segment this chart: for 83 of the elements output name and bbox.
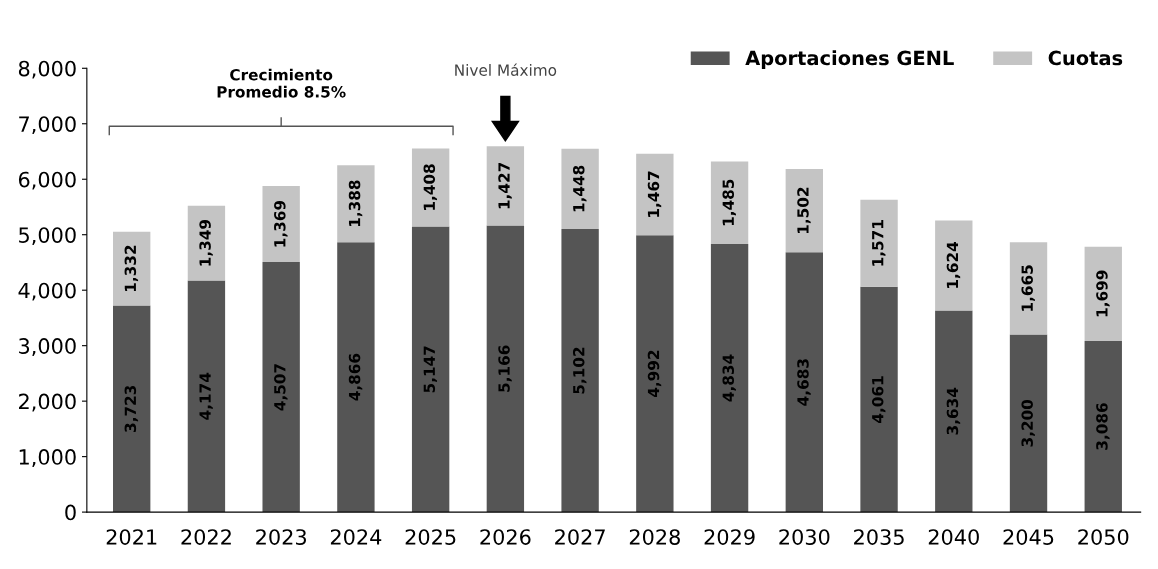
bar <box>935 220 973 311</box>
bar <box>1084 246 1122 341</box>
data-label: 1,571 <box>872 220 886 266</box>
bar <box>860 286 898 513</box>
bar <box>860 199 898 287</box>
data-label: 4,834 <box>722 354 736 402</box>
bar <box>113 231 151 306</box>
bar <box>113 305 151 513</box>
y-tick-label: 2,000 <box>19 393 76 412</box>
x-tick-label: 2024 <box>330 529 382 545</box>
data-label: 1,624 <box>946 241 961 288</box>
bar <box>636 235 674 513</box>
data-label: 1,388 <box>348 180 363 227</box>
y-tick-label: 7,000 <box>19 116 76 135</box>
data-label: 5,166 <box>498 345 512 392</box>
bar <box>935 310 973 513</box>
legend-label: Cuotas <box>1048 50 1123 66</box>
x-tick-label: 2027 <box>555 529 605 545</box>
y-tick-label: 5,000 <box>19 227 76 246</box>
data-label: 1,332 <box>124 245 139 292</box>
bar <box>486 225 525 513</box>
data-label: 1,408 <box>423 164 438 210</box>
data-label: 1,485 <box>722 179 736 226</box>
bar <box>486 146 525 226</box>
x-tick-label: 2035 <box>854 529 904 545</box>
bar <box>561 229 599 513</box>
x-tick-label: 2029 <box>704 529 755 545</box>
bar <box>411 226 450 513</box>
bar <box>1009 334 1048 513</box>
data-label: 4,174 <box>199 372 213 420</box>
data-label: 1,427 <box>498 162 512 209</box>
bar <box>337 165 375 243</box>
y-tick-label: 0 <box>65 504 76 521</box>
data-label: 5,147 <box>423 346 438 393</box>
x-tick-label: 2030 <box>779 529 830 545</box>
y-tick-label: 6,000 <box>18 171 76 190</box>
data-label: 4,992 <box>647 350 662 398</box>
data-label: 4,507 <box>274 364 288 411</box>
data-label: 1,369 <box>274 200 288 247</box>
data-label: 4,866 <box>348 353 363 401</box>
data-label: 3,723 <box>124 385 139 432</box>
data-label: 1,467 <box>647 171 662 217</box>
x-tick-label: 2028 <box>629 529 680 545</box>
x-tick-label: 2026 <box>480 529 531 545</box>
legend-label: Aportaciones GENL <box>745 50 954 70</box>
y-tick-label: 3,000 <box>19 338 76 356</box>
annotation: Crecimiento Promedio 8.5% <box>217 68 346 98</box>
bar <box>636 153 674 236</box>
data-label: 4,683 <box>797 359 811 406</box>
data-label: 3,200 <box>1021 399 1035 447</box>
data-label: 1,699 <box>1096 270 1110 317</box>
x-tick-label: 2022 <box>181 529 231 545</box>
data-label: 3,634 <box>946 387 961 435</box>
bar <box>187 205 226 281</box>
bar <box>785 252 823 513</box>
bar <box>710 243 749 513</box>
bar <box>262 262 300 513</box>
bar <box>710 161 749 244</box>
x-tick-label: 2045 <box>1003 529 1054 545</box>
data-label: 5,102 <box>572 347 587 394</box>
data-label: 3,086 <box>1096 403 1110 450</box>
bar <box>411 148 450 227</box>
x-tick-label: 2040 <box>928 529 979 545</box>
data-label: 4,061 <box>871 376 886 423</box>
bar <box>187 280 226 513</box>
x-tick-label: 2050 <box>1078 529 1129 545</box>
x-tick-label: 2023 <box>256 529 306 545</box>
x-tick-label: 2021 <box>106 529 157 545</box>
data-label: 1,665 <box>1021 265 1035 311</box>
annotation: Nivel Máximo <box>455 63 557 76</box>
bar <box>337 242 375 513</box>
data-label: 1,349 <box>199 219 213 266</box>
y-tick-label: 8,000 <box>18 60 76 79</box>
data-label: 1,448 <box>572 165 587 212</box>
bar <box>262 186 300 263</box>
y-tick-label: 4,000 <box>18 282 76 301</box>
x-tick-label: 2025 <box>405 529 456 545</box>
bar <box>1084 340 1122 513</box>
bar <box>785 168 823 253</box>
data-label: 1,502 <box>797 187 811 234</box>
bar <box>1009 242 1048 335</box>
bar <box>561 148 599 230</box>
y-tick-label: 1,000 <box>19 449 76 467</box>
